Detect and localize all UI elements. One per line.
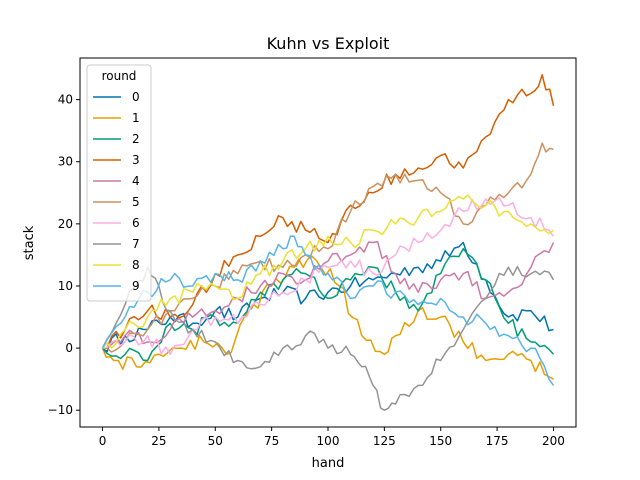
legend-label-7: 7 <box>132 237 140 251</box>
series-layer <box>101 74 555 411</box>
y-tick-label: 10 <box>58 279 73 293</box>
chart-title: Kuhn vs Exploit <box>267 34 390 53</box>
legend-label-1: 1 <box>132 111 140 125</box>
y-tick-label: 20 <box>58 217 73 231</box>
series-line-2 <box>101 247 555 362</box>
series-line-6 <box>102 197 555 356</box>
legend-label-8: 8 <box>132 258 140 272</box>
series-line-9 <box>101 235 555 386</box>
series-line-4 <box>102 241 555 349</box>
y-tick-label: 40 <box>58 93 73 107</box>
legend-label-6: 6 <box>132 216 140 230</box>
series-line-7 <box>101 265 555 411</box>
series-line-1 <box>101 255 554 380</box>
x-tick-label: 125 <box>373 434 396 448</box>
y-axis: −10 0 10 20 30 40 <box>48 93 80 417</box>
y-axis-label: stack <box>22 225 37 260</box>
x-tick-label: 75 <box>264 434 279 448</box>
x-axis: 0 25 50 75 100 125 150 175 200 <box>99 427 565 448</box>
x-tick-label: 100 <box>317 434 340 448</box>
x-axis-label: hand <box>312 456 345 471</box>
series-line-8 <box>101 194 554 349</box>
y-tick-label: 0 <box>65 341 73 355</box>
legend-label-9: 9 <box>132 279 140 293</box>
legend: round 0 1 2 3 4 5 6 7 8 9 <box>86 64 152 302</box>
legend-label-4: 4 <box>132 174 140 188</box>
x-tick-label: 150 <box>429 434 452 448</box>
series-line-3 <box>102 74 555 349</box>
x-tick-label: 0 <box>99 434 107 448</box>
x-tick-label: 175 <box>486 434 509 448</box>
x-tick-label: 50 <box>208 434 223 448</box>
y-tick-label: 30 <box>58 155 73 169</box>
legend-box <box>86 64 152 302</box>
legend-label-3: 3 <box>132 153 140 167</box>
x-tick-label: 200 <box>542 434 565 448</box>
legend-title: round <box>102 69 137 83</box>
x-tick-label: 25 <box>151 434 166 448</box>
legend-label-2: 2 <box>132 132 140 146</box>
legend-label-0: 0 <box>132 90 140 104</box>
y-tick-label: −10 <box>48 403 73 417</box>
legend-label-5: 5 <box>132 195 140 209</box>
